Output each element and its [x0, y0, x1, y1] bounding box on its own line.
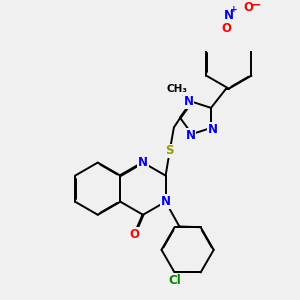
Text: O: O: [221, 22, 231, 35]
Text: N: N: [224, 9, 234, 22]
Text: −: −: [250, 0, 261, 11]
Text: Cl: Cl: [168, 274, 181, 287]
Text: N: N: [186, 129, 196, 142]
Text: N: N: [160, 195, 171, 208]
Text: N: N: [138, 156, 148, 169]
Text: O: O: [130, 227, 140, 241]
Text: +: +: [230, 5, 238, 14]
Text: N: N: [184, 95, 194, 108]
Text: N: N: [207, 123, 218, 136]
Text: S: S: [166, 144, 174, 158]
Text: CH₃: CH₃: [166, 84, 187, 94]
Text: O: O: [243, 1, 253, 14]
